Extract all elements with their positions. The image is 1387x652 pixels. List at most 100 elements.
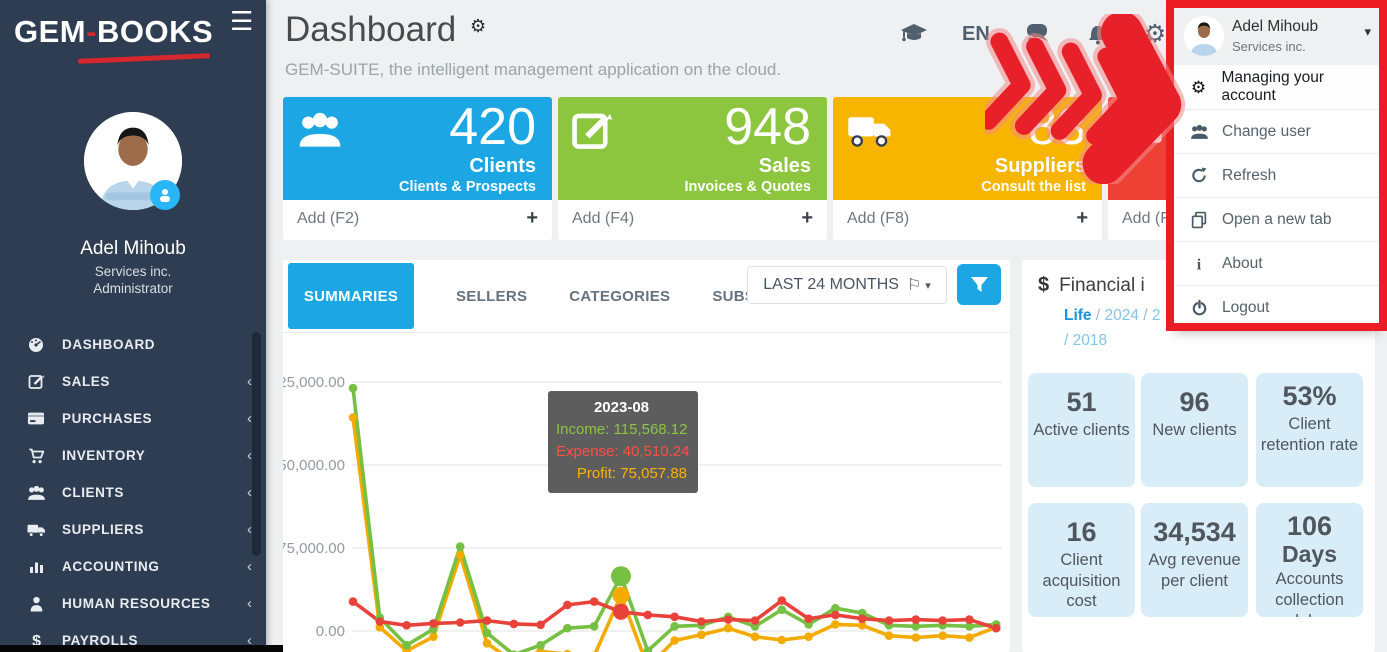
flag-icon: ⚐ bbox=[906, 277, 922, 294]
sidebar-item-suppliers[interactable]: SUPPLIERS ‹ bbox=[0, 511, 266, 548]
sidebar-item-label: PAYROLLS bbox=[62, 633, 139, 648]
kpi-value: 16 bbox=[1066, 517, 1097, 547]
period-filter-2018[interactable]: / 2018 bbox=[1064, 331, 1108, 349]
kpi-label: New clients bbox=[1152, 421, 1237, 440]
sidebar-item-purchases[interactable]: PURCHASES ‹ bbox=[0, 400, 266, 437]
svg-text:0.00: 0.00 bbox=[316, 623, 345, 640]
sidebar: GEM-BOOKS ☰ Adel Mihoub Services inc. Adm… bbox=[0, 0, 283, 652]
user-menu-name: Adel Mihoub bbox=[1232, 18, 1319, 35]
sidebar-item-payrolls[interactable]: $ PAYROLLS ‹ bbox=[0, 622, 266, 652]
users-icon bbox=[1188, 124, 1210, 140]
user-status-badge-icon[interactable] bbox=[150, 180, 180, 210]
hamburger-menu-icon[interactable]: ☰ bbox=[230, 6, 254, 36]
sidebar-bottom-bar bbox=[0, 645, 283, 652]
tab-categories[interactable]: CATEGORIES bbox=[569, 287, 671, 305]
add-button-2[interactable]: Add (F4) + bbox=[558, 200, 827, 240]
menu-item-about[interactable]: i About bbox=[1174, 241, 1379, 285]
sidebar-user-company: Services inc. Administrator bbox=[93, 264, 173, 296]
period-filter-2[interactable]: 2 bbox=[1151, 307, 1161, 324]
speedometer-icon bbox=[26, 337, 46, 353]
stat-card-title: Suppliers bbox=[994, 155, 1086, 177]
stat-card-value: 83 bbox=[1028, 98, 1086, 156]
tab-summaries[interactable]: SUMMARIES bbox=[288, 263, 414, 329]
stat-card-clients[interactable]: 420 Clients Clients & Prospects bbox=[283, 97, 552, 200]
menu-item-label: Managing your account bbox=[1221, 69, 1325, 104]
financial-panel-title: Financial i bbox=[1059, 274, 1145, 296]
cart-icon bbox=[26, 448, 46, 464]
sidebar-item-accounting[interactable]: ACCOUNTING ‹ bbox=[0, 548, 266, 585]
power-icon bbox=[1188, 299, 1210, 316]
chevron-left-icon: ‹ bbox=[247, 558, 252, 575]
refresh-icon bbox=[1188, 167, 1210, 184]
sidebar-item-clients[interactable]: CLIENTS ‹ bbox=[0, 474, 266, 511]
add-button-label: Add (F2) bbox=[297, 210, 360, 227]
menu-item-change-user[interactable]: Change user bbox=[1174, 109, 1379, 153]
kpi-label: Client retention rate bbox=[1260, 415, 1359, 454]
add-button-3[interactable]: Add (F8) + bbox=[833, 200, 1102, 240]
tooltip-series-value: Expense: 40,510.24 bbox=[556, 442, 690, 460]
sidebar-item-dashboard[interactable]: DASHBOARD bbox=[0, 326, 266, 363]
user-menu-dropdown: Adel Mihoub Services inc. ▾ ⚙ Managing y… bbox=[1174, 8, 1379, 330]
kpi-box-avg-revenue-per-client: 34,534 Avg revenue per client bbox=[1141, 503, 1248, 617]
menu-item-label: Refresh bbox=[1222, 166, 1277, 184]
kpi-value: 34,534 bbox=[1153, 517, 1236, 547]
settings-gear-icon[interactable]: ⚙ bbox=[1143, 20, 1167, 48]
users-icon bbox=[297, 109, 343, 156]
add-button-1[interactable]: Add (F2) + bbox=[283, 200, 552, 240]
tab-sellers[interactable]: SELLERS bbox=[456, 287, 528, 305]
stat-card-sales[interactable]: 948 Sales Invoices & Quotes bbox=[558, 97, 827, 200]
menu-item-managing-your-account[interactable]: ⚙ Managing your account bbox=[1174, 65, 1379, 109]
stat-card-value: 948 bbox=[724, 98, 811, 156]
stat-card-suppliers[interactable]: 83 Suppliers Consult the list bbox=[833, 97, 1102, 200]
kpi-box-active-clients: 51 Active clients bbox=[1028, 373, 1135, 487]
notifications-bell-icon[interactable] bbox=[1086, 22, 1110, 46]
kpi-value: 53% bbox=[1282, 381, 1337, 411]
credit-card-icon bbox=[26, 411, 46, 426]
period-filter-2024[interactable]: 2024 bbox=[1104, 307, 1139, 324]
brand-underline bbox=[77, 53, 211, 64]
sidebar-item-label: ACCOUNTING bbox=[62, 559, 160, 574]
plus-icon: + bbox=[526, 207, 538, 229]
sidebar-user-name: Adel Mihoub bbox=[80, 238, 186, 259]
brand-logo: GEM-BOOKS bbox=[14, 14, 254, 64]
stat-card-subtitle: Consult the list bbox=[981, 179, 1086, 195]
filter-button[interactable] bbox=[957, 264, 1001, 305]
date-range-selector[interactable]: LAST 24 MONTHS ⚐ ▾ bbox=[747, 266, 947, 304]
sidebar-item-human-resources[interactable]: HUMAN RESOURCES ‹ bbox=[0, 585, 266, 622]
kpi-box-new-clients: 96 New clients bbox=[1141, 373, 1248, 487]
chevron-left-icon: ‹ bbox=[247, 410, 252, 427]
menu-item-logout[interactable]: Logout bbox=[1174, 285, 1379, 329]
page-subtitle: GEM-SUITE, the intelligent management ap… bbox=[285, 60, 782, 79]
academy-graduation-cap-icon[interactable] bbox=[900, 23, 928, 45]
menu-item-open-a-new-tab[interactable]: Open a new tab bbox=[1174, 197, 1379, 241]
sidebar-item-inventory[interactable]: INVENTORY ‹ bbox=[0, 437, 266, 474]
kpi-value: 96 bbox=[1179, 387, 1210, 417]
menu-item-label: Logout bbox=[1222, 298, 1270, 316]
period-filter-life[interactable]: Life bbox=[1064, 307, 1092, 324]
language-selector[interactable]: EN bbox=[962, 22, 990, 45]
sidebar-item-label: PURCHASES bbox=[62, 411, 153, 426]
add-button-label: Add (F4) bbox=[572, 210, 635, 227]
line-chart[interactable]: 525,000.00 350,000.00 175,000.00 0.00 bbox=[283, 340, 1010, 652]
brand-text: GEM-BOOKS bbox=[14, 14, 214, 49]
chat-icon[interactable] bbox=[1024, 22, 1052, 46]
chevron-left-icon: ‹ bbox=[247, 632, 252, 649]
users-icon bbox=[26, 485, 46, 501]
plus-icon: + bbox=[801, 207, 813, 229]
kpi-box-client-acquisition-cost: 16 Client acquisition cost bbox=[1028, 503, 1135, 617]
svg-text:350,000.00: 350,000.00 bbox=[283, 457, 345, 474]
pencil-square-icon bbox=[572, 109, 618, 156]
sidebar-item-sales[interactable]: SALES ‹ bbox=[0, 363, 266, 400]
user-menu-company: Services inc. bbox=[1232, 39, 1306, 54]
user-menu-header[interactable]: Adel Mihoub Services inc. ▾ bbox=[1174, 8, 1379, 65]
sidebar-scrollbar[interactable] bbox=[252, 332, 261, 556]
topbar: EN ⚙ bbox=[900, 16, 1166, 52]
page-settings-gear-icon[interactable]: ⚙ bbox=[470, 16, 487, 36]
menu-item-refresh[interactable]: Refresh bbox=[1174, 153, 1379, 197]
menu-item-label: Open a new tab bbox=[1222, 210, 1332, 228]
sidebar-item-label: DASHBOARD bbox=[62, 337, 156, 352]
kpi-value: 51 bbox=[1066, 387, 1097, 417]
chevron-left-icon: ‹ bbox=[247, 484, 252, 501]
kpi-label: Avg revenue per client bbox=[1148, 551, 1241, 590]
